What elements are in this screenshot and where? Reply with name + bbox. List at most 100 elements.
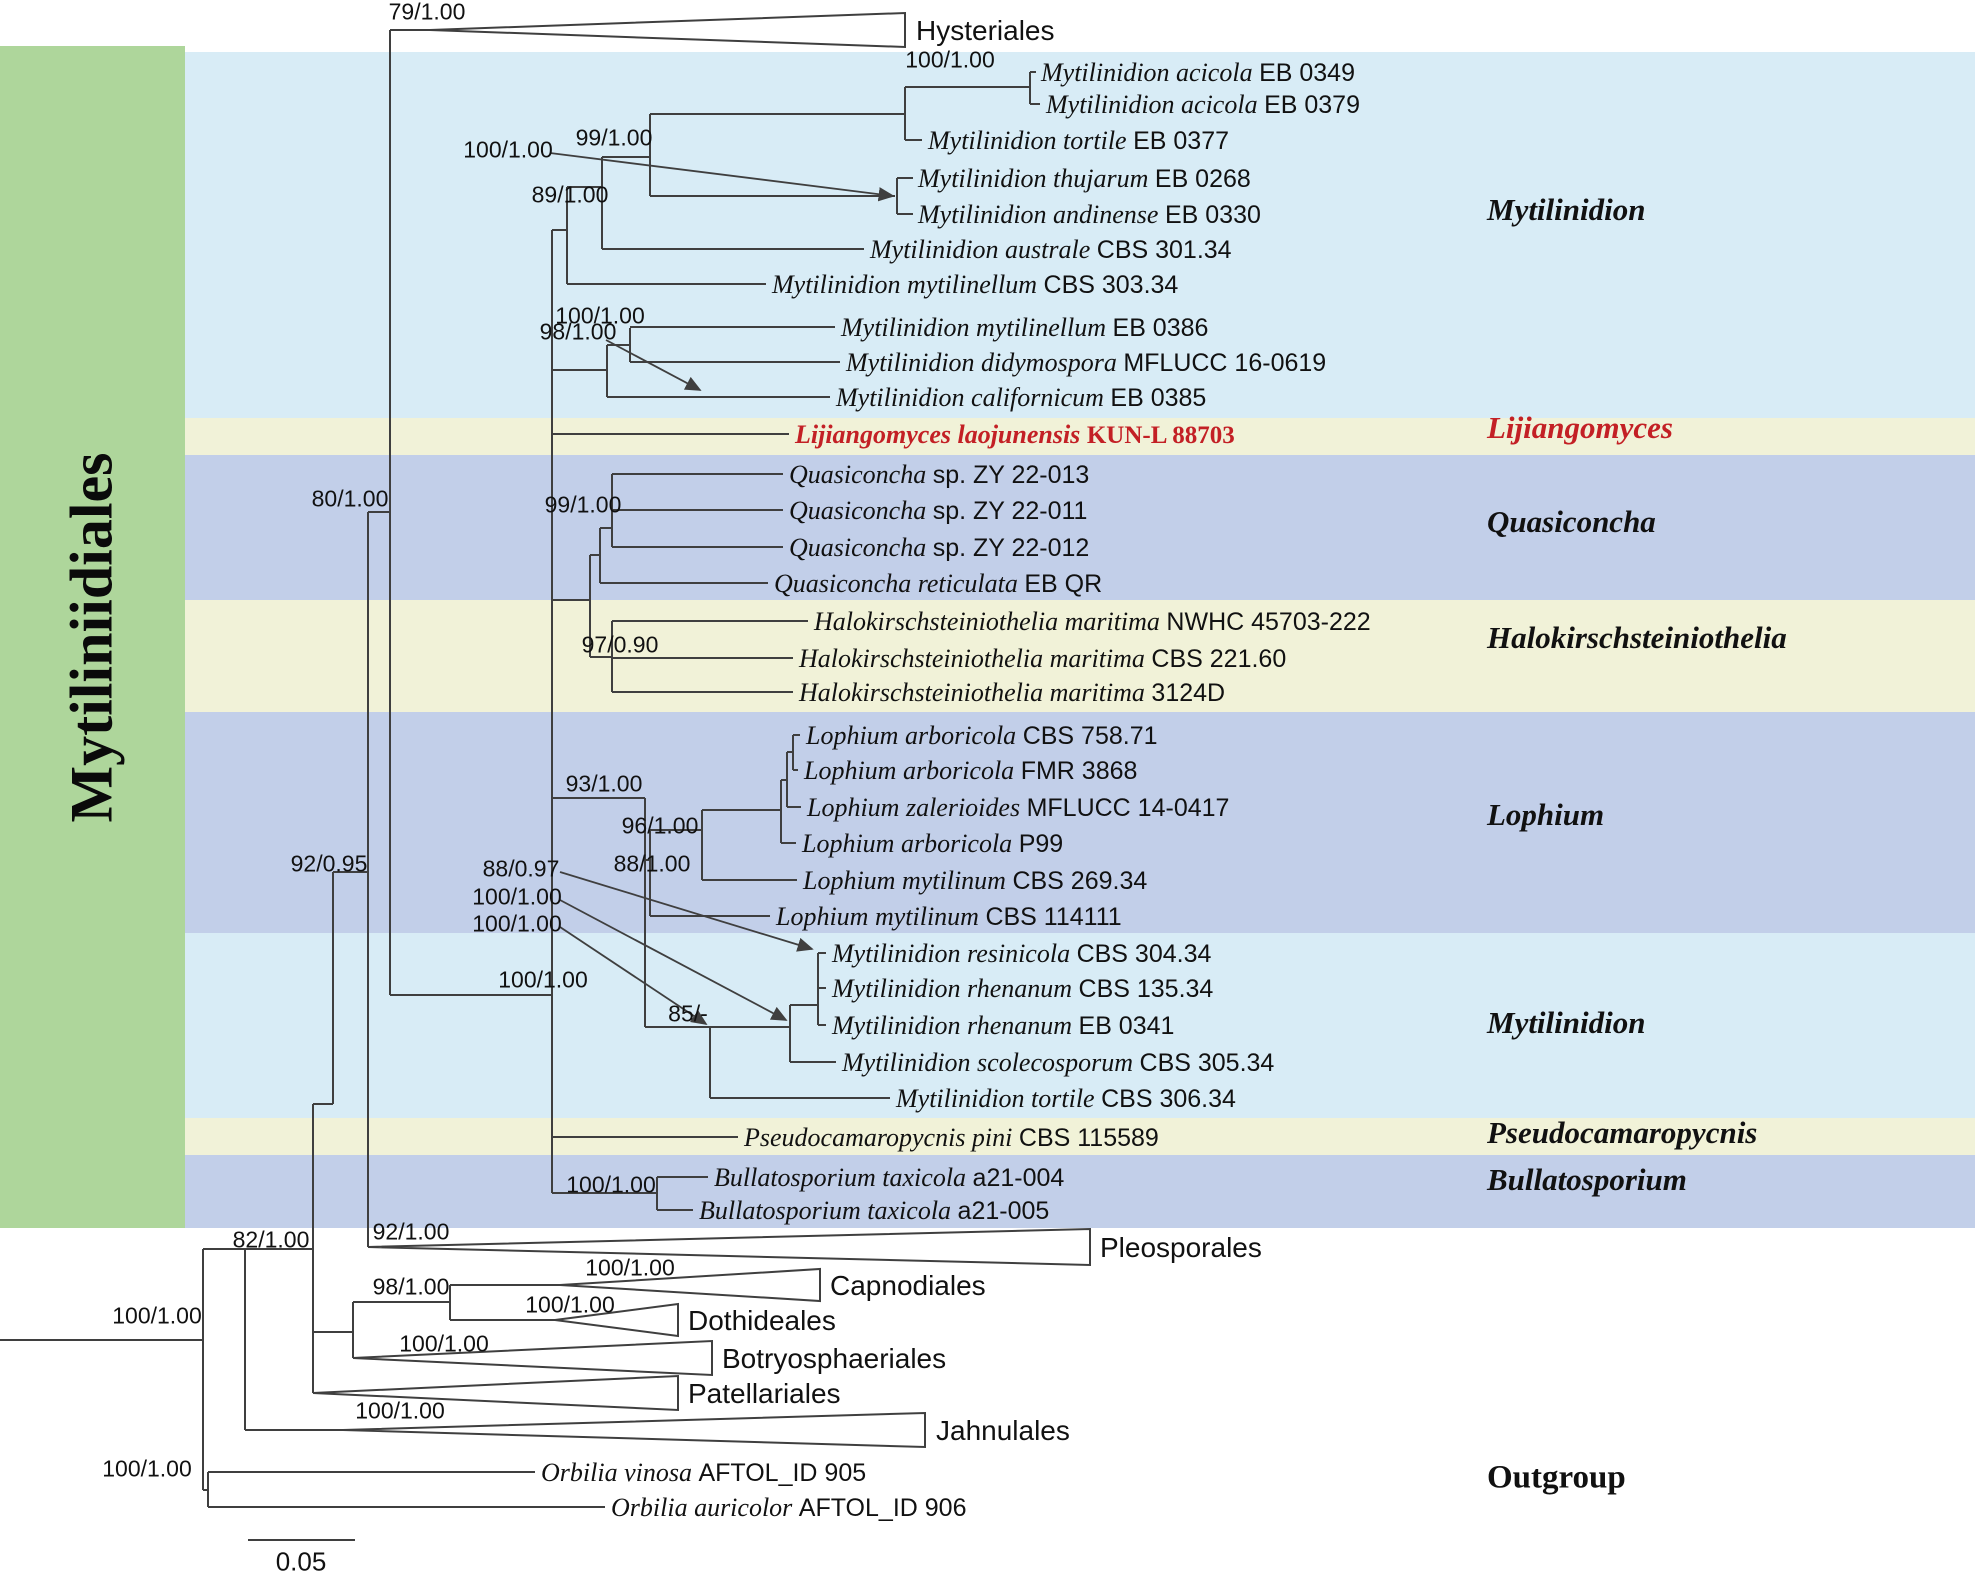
leader-arrow <box>549 152 895 202</box>
tip-name: Mytilinidion andinense <box>918 200 1159 229</box>
tip-label: Mytilinidion thujarum EB 0268 <box>918 164 1251 194</box>
tip-strain: EB 0385 <box>1110 384 1207 412</box>
tip-name: Quasiconcha <box>789 533 927 562</box>
collapsed-clade-triangle <box>342 1411 926 1449</box>
scale-bar-label: 0.05 <box>275 1546 327 1574</box>
tip-strain: KUN-L 88703 <box>1086 422 1235 449</box>
tip-label: Lophium zalerioides MFLUCC 14-0417 <box>807 793 1229 823</box>
tip-strain: P99 <box>1018 830 1064 858</box>
tip-label: Lijiangomyces laojunensis KUN-L 88703 <box>795 420 1235 450</box>
tip-name: Mytilinidion californicum <box>836 383 1104 412</box>
tip-strain: CBS 221.60 <box>1151 645 1287 673</box>
tip-label: Mytilinidion acicola EB 0379 <box>1046 90 1360 120</box>
tip-strain: MFLUCC 16-0619 <box>1123 349 1327 377</box>
tip-strain: FMR 3868 <box>1020 757 1138 785</box>
tip-name: Mytilinidion acicola <box>1041 58 1253 87</box>
tip-name: Quasiconcha reticulata <box>774 569 1018 598</box>
tip-label: Lophium mytilinum CBS 114111 <box>776 902 1122 932</box>
collapsed-clade-triangle <box>429 11 906 49</box>
support-value: 100/1.00 <box>525 1291 615 1318</box>
support-value: 100/1.00 <box>905 46 995 73</box>
collapsed-clade-label: Patellariales <box>688 1378 841 1409</box>
tip-name: Halokirschsteiniothelia maritima <box>799 678 1145 707</box>
leader-arrow <box>559 899 788 1021</box>
tip-label: Quasiconcha sp. ZY 22-013 <box>789 460 1089 490</box>
clade-band <box>185 52 1975 418</box>
tip-name: Mytilinidion thujarum <box>918 164 1149 193</box>
tip-strain: CBS 306.34 <box>1101 1085 1236 1113</box>
support-value: 100/1.00 <box>566 1171 656 1198</box>
tip-name: Lophium arboricola <box>806 721 1017 750</box>
tip-name: Mytilinidion acicola <box>1046 90 1258 119</box>
genus-label: Lijiangomyces <box>1487 410 1673 445</box>
tip-name: Bullatosporium taxicola <box>714 1163 967 1192</box>
tip-strain: EB 0268 <box>1154 165 1251 193</box>
tip-label: Orbilia auricolor AFTOL_ID 906 <box>611 1493 966 1523</box>
tip-name: Lophium mytilinum <box>776 902 979 931</box>
tip-label: Mytilinidion tortile CBS 306.34 <box>896 1084 1236 1114</box>
tip-name: Quasiconcha <box>789 496 927 525</box>
collapsed-clade-triangle <box>367 1227 1091 1267</box>
tip-strain: AFTOL_ID 905 <box>698 1459 867 1487</box>
tip-label: Mytilinidion tortile EB 0377 <box>928 126 1229 156</box>
tip-label: Mytilinidion rhenanum EB 0341 <box>832 1011 1174 1041</box>
tip-name: Mytilinidion tortile <box>928 126 1127 155</box>
support-value: 100/1.00 <box>472 883 562 910</box>
tip-strain: EB 0330 <box>1164 201 1261 229</box>
support-value: 100/1.00 <box>472 910 562 937</box>
tip-label: Lophium arboricola FMR 3868 <box>804 756 1137 786</box>
tip-strain: NWHC 45703-222 <box>1166 608 1371 636</box>
support-value: 99/1.00 <box>544 491 622 518</box>
tip-label: Quasiconcha sp. ZY 22-012 <box>789 533 1089 563</box>
tip-label: Mytilinidion andinense EB 0330 <box>918 200 1261 230</box>
tip-name: Bullatosporium taxicola <box>699 1196 952 1225</box>
tip-strain: CBS 303.34 <box>1043 271 1179 299</box>
tip-label: Mytilinidion resinicola CBS 304.34 <box>832 939 1211 969</box>
tip-strain: EB 0386 <box>1112 314 1209 342</box>
support-value: 100/1.00 <box>355 1397 445 1424</box>
tip-strain: a21-004 <box>972 1164 1065 1192</box>
leader-arrow <box>559 926 708 1025</box>
collapsed-clade-label: Botryosphaeriales <box>722 1343 947 1374</box>
tip-name: Mytilinidion mytilinellum <box>841 313 1107 342</box>
support-value: 100/1.00 <box>102 1455 192 1482</box>
support-value: 100/1.00 <box>555 302 645 329</box>
tip-strain: EB 0379 <box>1264 91 1360 119</box>
tip-strain: sp. ZY 22-011 <box>932 497 1088 525</box>
collapsed-clade-label: Jahnulales <box>936 1415 1070 1446</box>
genus-label: Quasiconcha <box>1487 504 1656 539</box>
tip-strain: EB 0341 <box>1078 1012 1175 1040</box>
support-value: 96/1.00 <box>621 812 699 839</box>
clade-band <box>185 455 1975 600</box>
tip-name: Mytilinidion tortile <box>896 1084 1095 1113</box>
tip-name: Orbilia auricolor <box>611 1493 793 1522</box>
tip-label: Lophium arboricola CBS 758.71 <box>806 721 1158 751</box>
support-value: 82/1.00 <box>232 1226 310 1253</box>
support-value: 88/1.00 <box>613 850 691 877</box>
clade-band <box>185 600 1975 712</box>
tip-name: Halokirschsteiniothelia maritima <box>814 607 1160 636</box>
tip-strain: CBS 304.34 <box>1076 940 1212 968</box>
support-value: 88/0.97 <box>482 855 560 882</box>
genus-label: Lophium <box>1487 797 1605 832</box>
order-band: Mytiliniidiales <box>0 46 185 1228</box>
tip-name: Lophium mytilinum <box>803 866 1006 895</box>
tip-name: Mytilinidion scolecosporum <box>842 1048 1134 1077</box>
tip-name: Pseudocamaropycnis pini <box>744 1123 1013 1152</box>
tip-name: Lijiangomyces laojunensis <box>795 420 1081 449</box>
support-value: 92/0.95 <box>290 850 368 877</box>
support-value: 92/1.00 <box>372 1218 450 1245</box>
collapsed-clade-label: Capnodiales <box>830 1270 986 1301</box>
tip-label: Lophium mytilinum CBS 269.34 <box>803 866 1147 896</box>
genus-label: Bullatosporium <box>1487 1162 1687 1197</box>
tip-label: Mytilinidion scolecosporum CBS 305.34 <box>842 1048 1274 1078</box>
support-value: 79/1.00 <box>388 0 466 25</box>
collapsed-clade-triangle <box>559 1267 821 1303</box>
tip-strain: a21-005 <box>957 1197 1050 1225</box>
tip-strain: CBS 305.34 <box>1139 1049 1275 1077</box>
tip-name: Mytilinidion mytilinellum <box>772 270 1038 299</box>
support-value: 100/1.00 <box>463 136 553 163</box>
tip-name: Quasiconcha <box>789 460 927 489</box>
